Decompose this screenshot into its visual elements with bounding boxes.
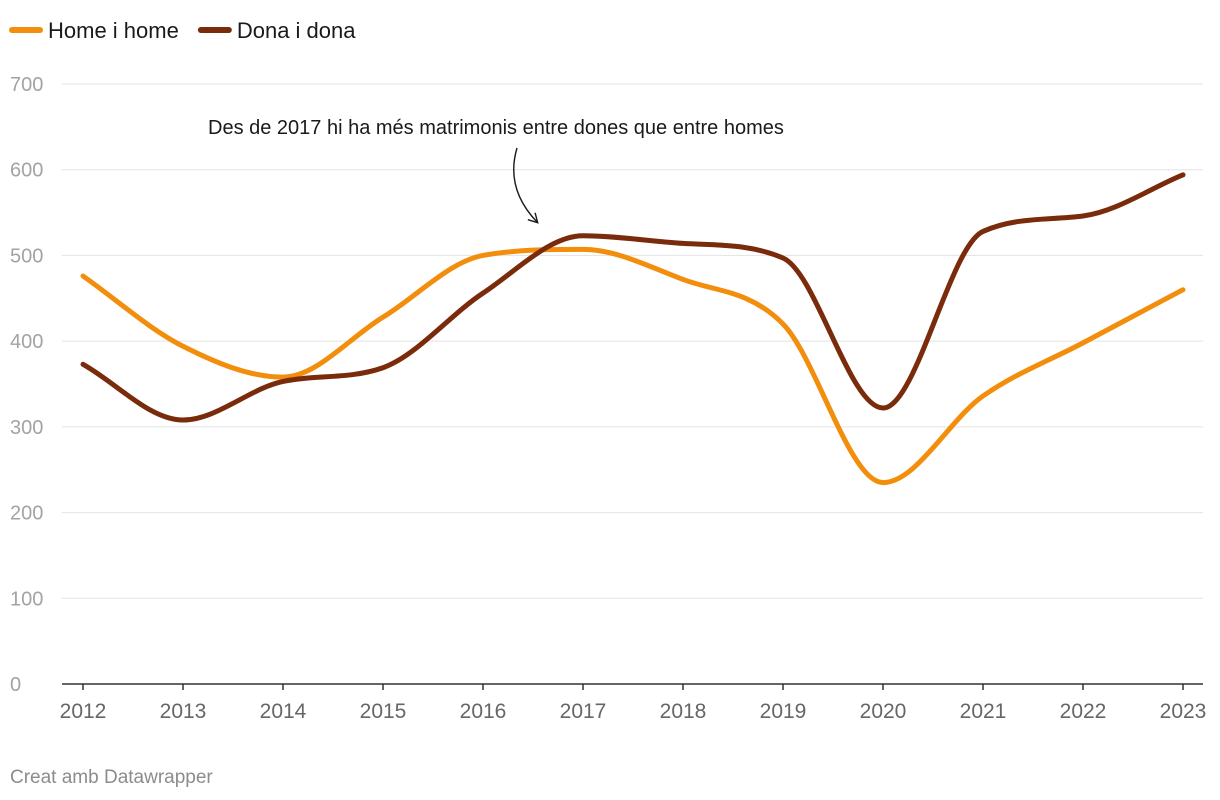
series-line-0 xyxy=(80,246,1186,486)
legend-label-0: Home i home xyxy=(48,18,179,43)
footer-credit: Creat amb Datawrapper xyxy=(10,767,213,788)
legend: Home i home Dona i dona xyxy=(9,18,356,43)
annotation-text: Des de 2017 hi ha més matrimonis entre d… xyxy=(208,117,784,139)
x-tick-label: 2023 xyxy=(1160,700,1207,723)
legend-label-1: Dona i dona xyxy=(237,18,356,43)
y-tick-label: 100 xyxy=(10,588,43,610)
y-tick-label: 300 xyxy=(10,417,43,439)
x-axis: 2012 2013 2014 2015 2016 2017 2018 2019 2020 2021… xyxy=(60,683,1207,723)
x-tick-label: 2019 xyxy=(760,700,807,723)
y-tick-label: 200 xyxy=(10,503,43,525)
series-layer xyxy=(80,172,1186,486)
x-tick-label: 2014 xyxy=(260,700,307,723)
y-tick-label: 0 xyxy=(10,674,21,696)
y-tick-label: 600 xyxy=(10,160,43,182)
y-tick-label: 500 xyxy=(10,245,43,267)
x-tick-label: 2015 xyxy=(360,700,407,723)
x-tick-label: 2017 xyxy=(560,700,607,723)
annotation: Des de 2017 hi ha més matrimonis entre d… xyxy=(208,117,784,224)
x-tick-label: 2013 xyxy=(160,700,207,723)
x-tick-label: 2021 xyxy=(960,700,1007,723)
x-tick-label: 2012 xyxy=(60,700,107,723)
x-tick-label: 2022 xyxy=(1060,700,1107,723)
annotation-arrow xyxy=(513,147,539,224)
x-tick-label: 2018 xyxy=(660,700,707,723)
x-tick-label: 2016 xyxy=(460,700,507,723)
y-tick-label: 400 xyxy=(10,331,43,353)
series-line-1 xyxy=(80,172,1186,423)
grid-layer: 0 100 200 300 400 500 600 700 xyxy=(10,74,1203,696)
y-tick-label: 700 xyxy=(10,74,43,96)
x-tick-label: 2020 xyxy=(860,700,907,723)
